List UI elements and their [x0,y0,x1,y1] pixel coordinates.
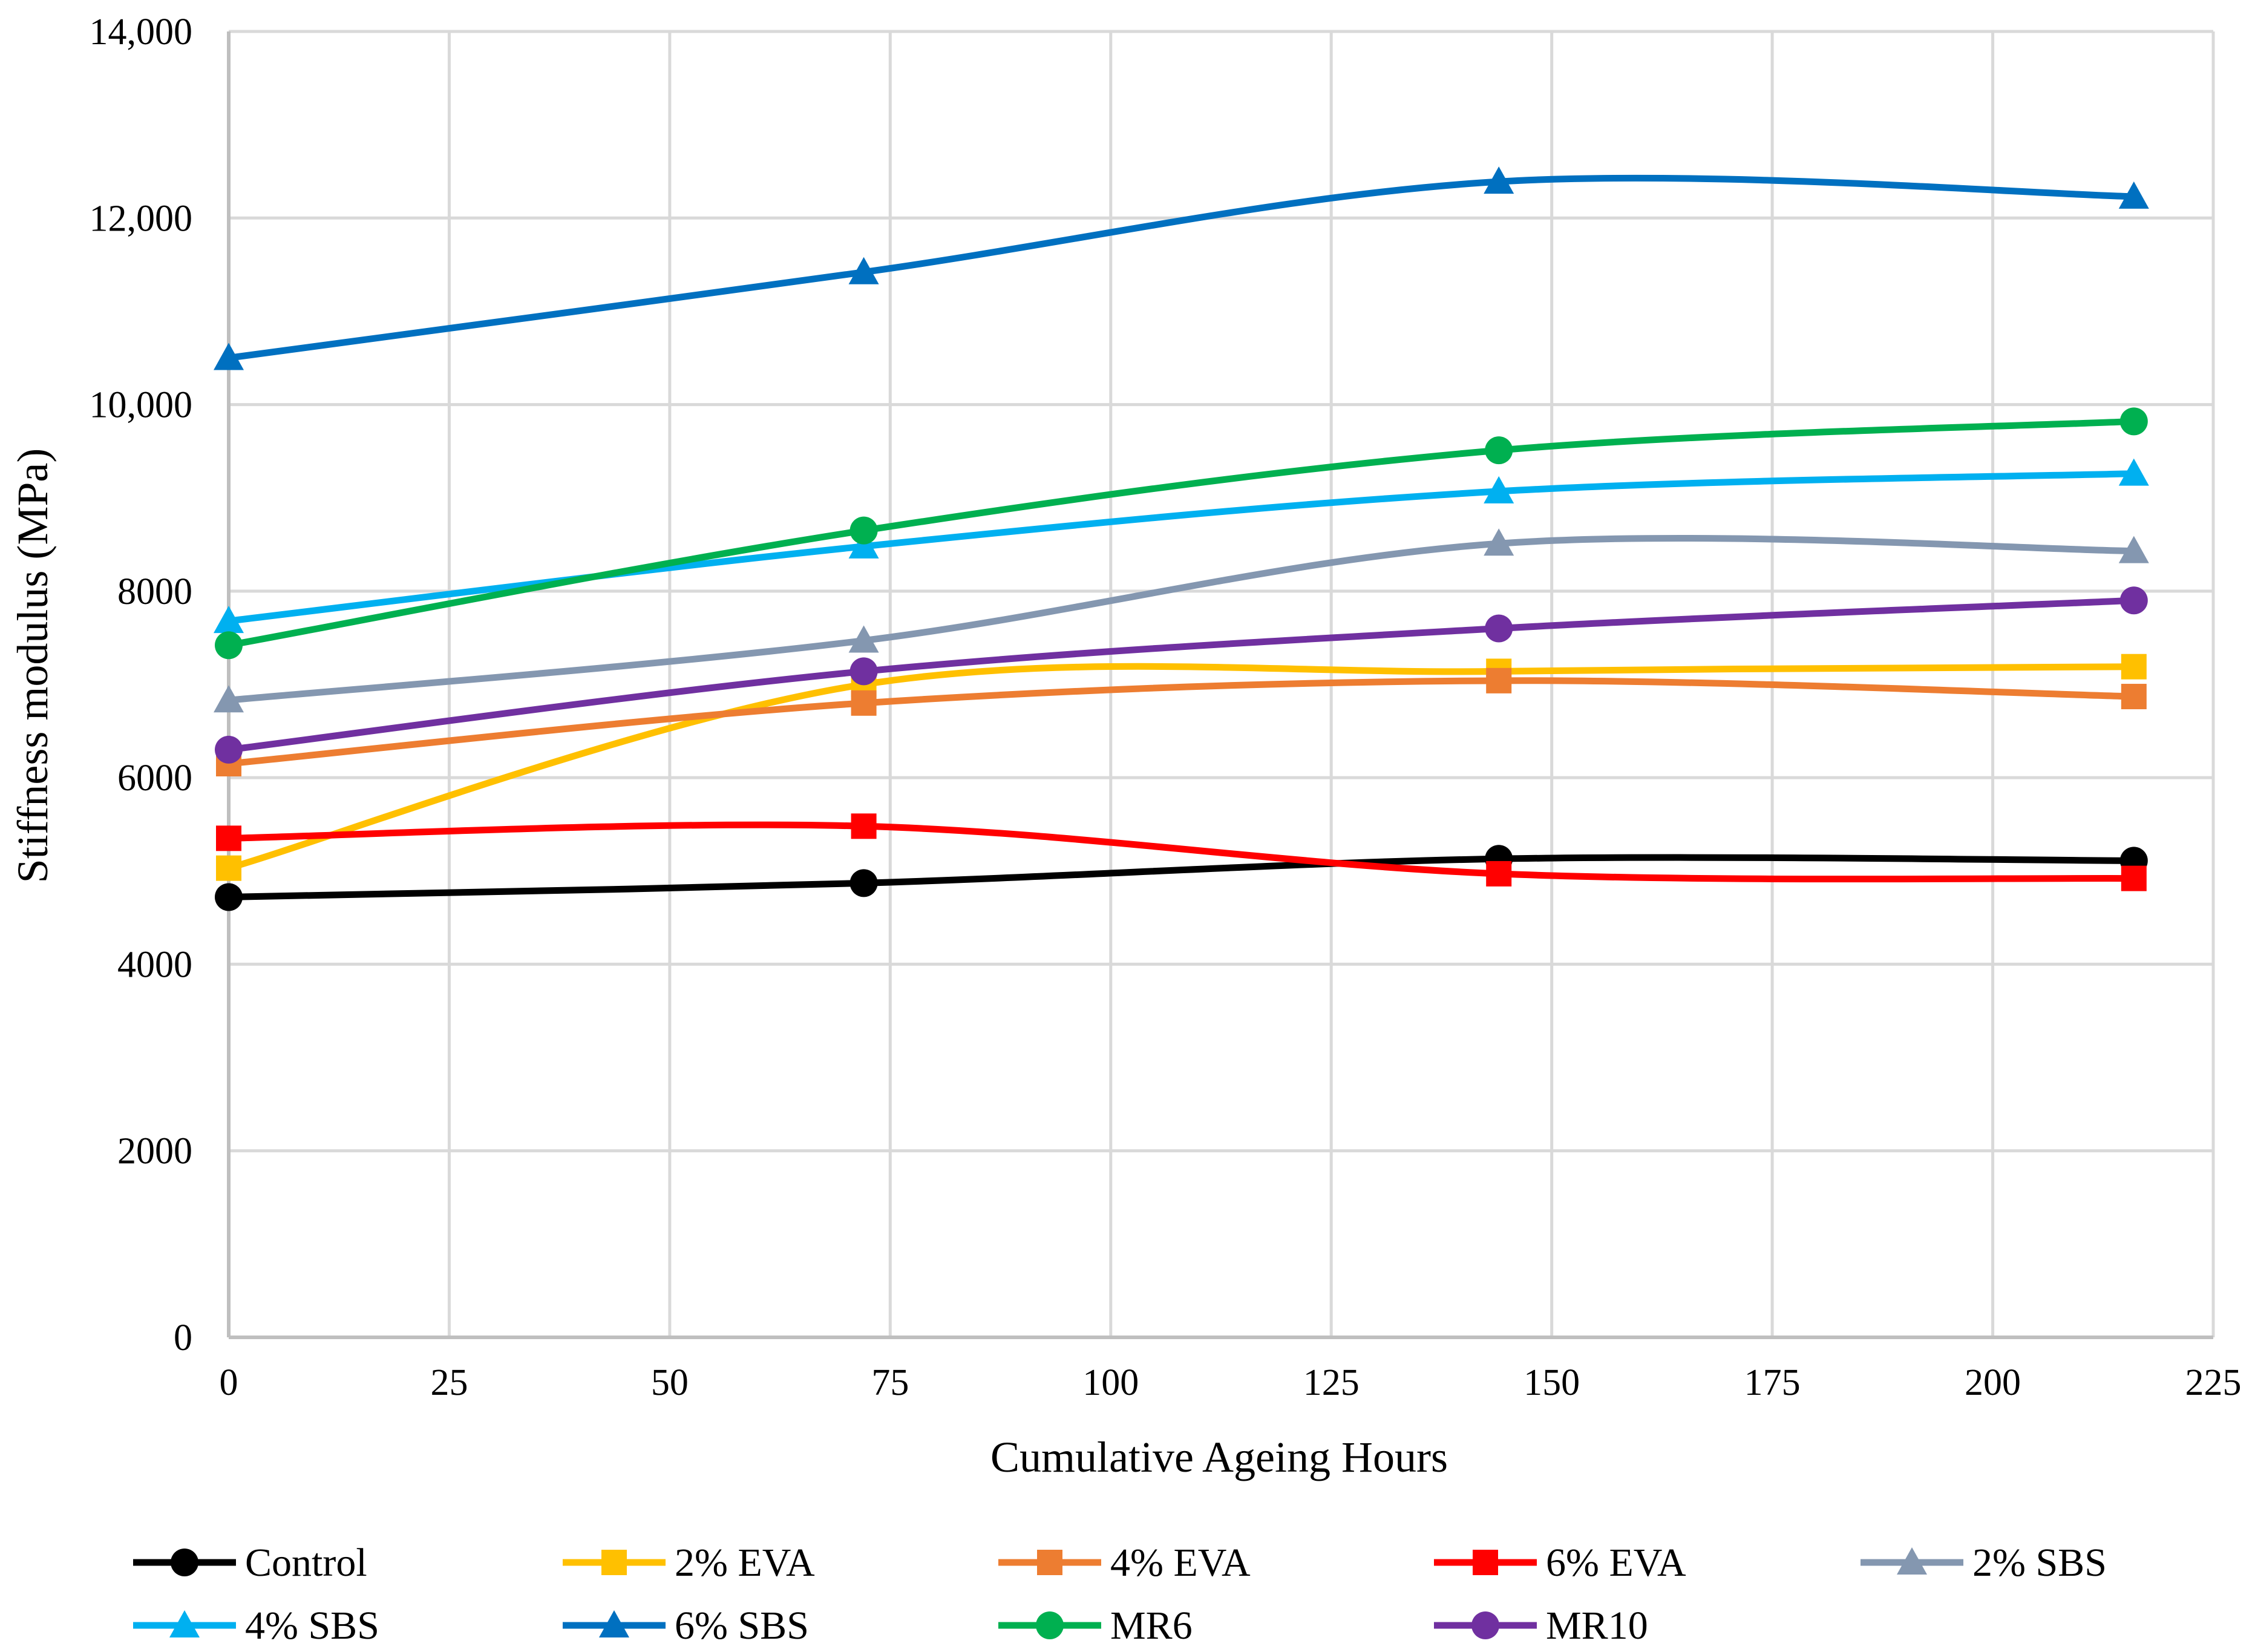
series-line-mr6 [225,418,2138,649]
data-point-mr6 [849,516,878,545]
axes [227,31,2213,1339]
series-6-sbs [214,166,2149,370]
series-line-2-sbs [225,534,2138,704]
data-point-4-eva [1486,667,1512,693]
legend-label: 6% EVA [1546,1541,1686,1585]
legend-item-control: Control [133,1541,367,1585]
x-tick-label: 50 [651,1362,689,1403]
y-tick-label: 2000 [117,1131,192,1172]
data-point-4-sbs [848,531,879,559]
legend-marker [599,1610,629,1637]
data-point-mr6 [215,631,243,660]
legend-label: 2% EVA [675,1541,815,1585]
legend-marker [1037,1550,1062,1575]
data-point-2-sbs [214,685,244,713]
y-tick-label: 6000 [117,758,192,799]
legend-item-6-sbs: 6% SBS [563,1604,809,1648]
legend-item-mr10: MR10 [1434,1604,1648,1648]
x-axis-title: Cumulative Ageing Hours [990,1433,1448,1481]
series-mr10 [215,586,2148,764]
series-layer [214,166,2149,911]
y-tick-label: 10,000 [90,385,193,426]
legend-marker [601,1550,627,1575]
tick-labels: 0 2000 4000 6000 8000 10,000 12,000 14,000 0 25 50… [90,11,2242,1403]
series-mr6 [215,407,2148,660]
legend-label: MR6 [1110,1604,1193,1648]
data-point-6-eva [851,813,877,839]
x-tick-label: 0 [220,1362,238,1403]
data-point-mr10 [1485,614,1513,643]
series-line-2-eva [225,663,2138,872]
data-point-6-eva [2121,865,2147,891]
data-point-control [849,869,878,897]
data-point-2-eva [2121,654,2147,680]
x-tick-label: 175 [1744,1362,1801,1403]
legend-item-4-eva: 4% EVA [998,1541,1251,1585]
x-tick-label: 75 [871,1362,909,1403]
legend-label: 2% SBS [1972,1541,2107,1585]
data-point-mr10 [2119,586,2148,615]
legend-label: 4% SBS [245,1604,379,1648]
series-line-4-eva [225,677,2138,767]
y-tick-label: 14,000 [90,11,193,53]
data-point-2-sbs [2118,536,2149,563]
legend: Control 2% EVA 4% EVA 6% EVA 2% SBS 4% SBS 6% … [133,1541,2107,1648]
x-tick-label: 100 [1082,1362,1139,1403]
data-point-2-sbs [1484,528,1514,556]
legend-marker [1036,1611,1064,1639]
y-tick-label: 12,000 [90,198,193,239]
data-point-mr6 [1485,436,1513,465]
series-line-6-eva [225,821,2138,883]
data-point-4-sbs [214,606,244,634]
data-point-4-sbs [2118,458,2149,486]
legend-label: MR10 [1546,1604,1648,1648]
data-point-6-sbs [848,257,879,284]
series-6-eva [216,813,2147,891]
series-4-sbs [214,458,2149,634]
legend-item-2-sbs: 2% SBS [1861,1541,2107,1585]
data-point-mr6 [2119,407,2148,436]
data-point-6-eva [1486,860,1512,887]
data-point-6-eva [216,825,241,851]
series-line-4-sbs [225,470,2138,624]
data-point-mr10 [849,657,878,686]
legend-item-mr6: MR6 [998,1604,1193,1648]
legend-label: 4% EVA [1110,1541,1251,1585]
series-line-mr10 [225,597,2138,753]
legend-item-6-eva: 6% EVA [1434,1541,1686,1585]
data-point-4-eva [2121,684,2147,710]
data-point-2-sbs [848,625,879,653]
legend-marker [1897,1547,1927,1575]
x-tick-label: 150 [1524,1362,1580,1403]
x-tick-label: 200 [1965,1362,2021,1403]
x-tick-label: 125 [1303,1362,1360,1403]
data-point-6-sbs [1484,166,1514,194]
y-axis-title: Stiffness modulus (MPa) [8,448,57,883]
legend-label: Control [245,1541,367,1585]
legend-item-2-eva: 2% EVA [563,1541,815,1585]
series-2-sbs [214,528,2149,713]
legend-item-4-sbs: 4% SBS [133,1604,379,1648]
data-point-6-sbs [214,343,244,370]
legend-label: 6% SBS [675,1604,809,1648]
legend-marker [1471,1611,1499,1639]
y-tick-label: 0 [174,1317,192,1359]
data-point-4-sbs [1484,476,1514,503]
data-point-2-eva [216,855,241,881]
y-tick-label: 4000 [117,944,192,985]
series-line-control [225,854,2138,900]
data-point-mr10 [215,735,243,764]
series-line-6-sbs [225,174,2138,361]
data-point-4-eva [851,690,877,716]
legend-marker [169,1610,200,1637]
data-point-control [215,883,243,911]
x-tick-label: 25 [430,1362,468,1403]
legend-marker [171,1549,198,1576]
data-point-6-sbs [2118,181,2149,209]
legend-marker [1473,1550,1498,1575]
x-tick-label: 225 [2185,1362,2242,1403]
y-tick-label: 8000 [117,571,192,612]
